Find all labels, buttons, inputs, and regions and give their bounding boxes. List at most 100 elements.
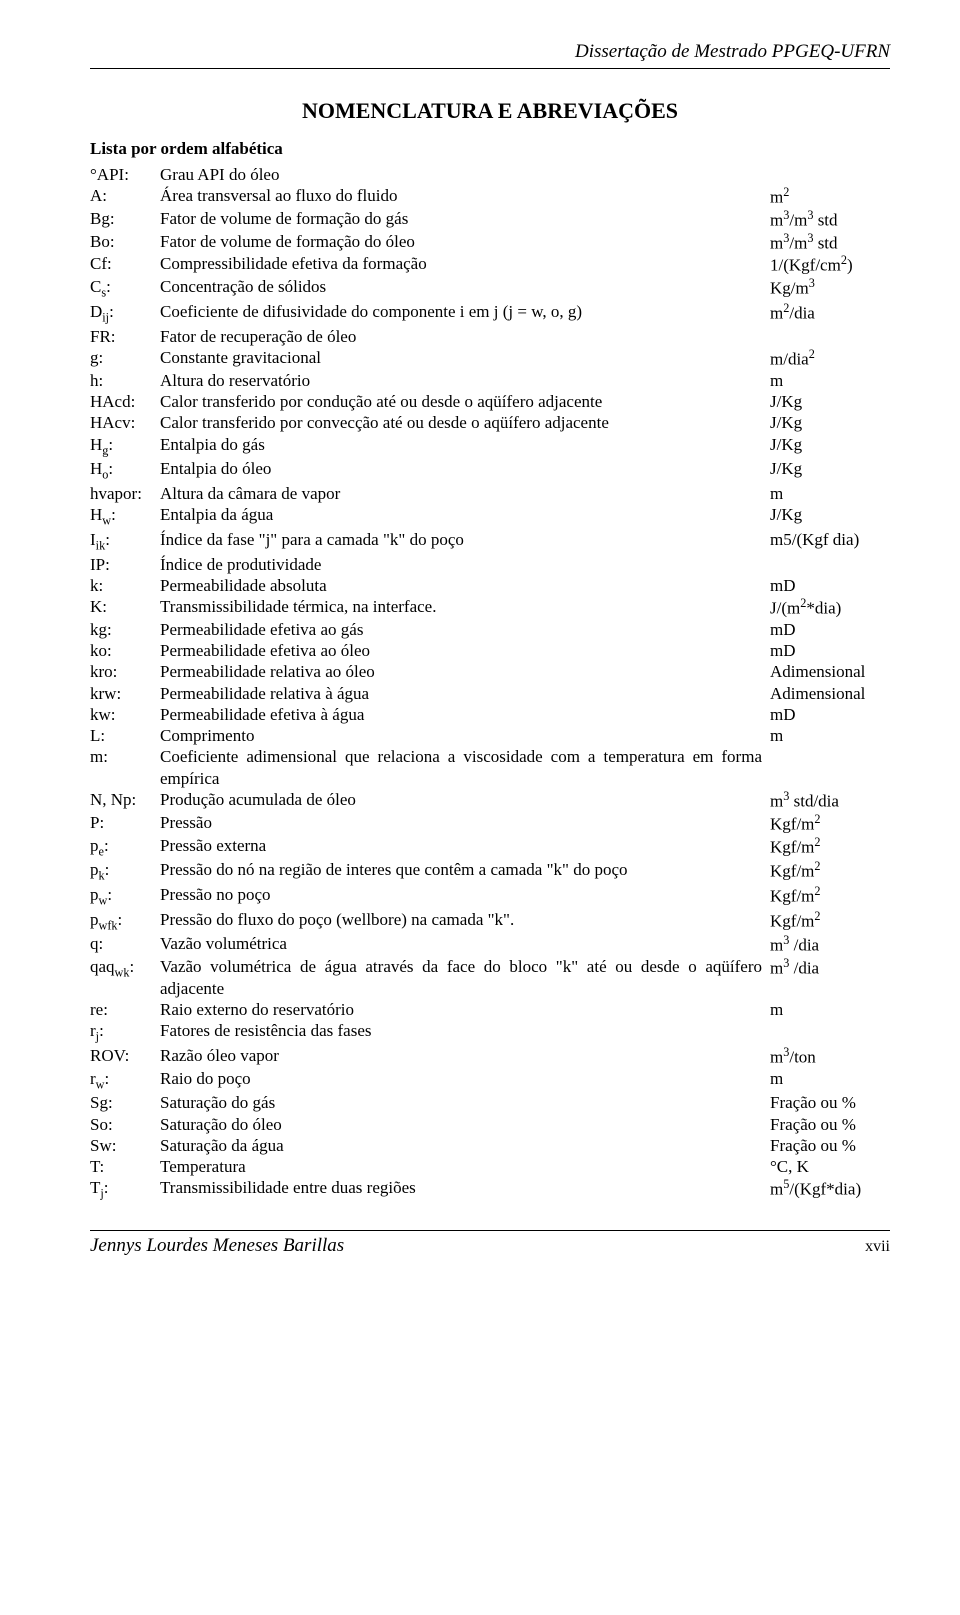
entry-unit: J/(m2*dia) [770,596,890,619]
nomenclature-entry: Bg:Fator de volume de formação do gásm3/… [90,208,890,231]
entry-symbol: FR: [90,326,160,347]
entry-unit: m [770,483,890,504]
nomenclature-entry: Bo:Fator de volume de formação do óleom3… [90,231,890,254]
entry-description: Concentração de sólidos [160,276,770,297]
page-subtitle: Lista por ordem alfabética [90,138,890,159]
entry-symbol: Ho: [90,458,160,483]
entry-symbol: Hw: [90,504,160,529]
entry-description: Permeabilidade efetiva à água [160,704,770,725]
entry-description: Altura da câmara de vapor [160,483,770,504]
entry-symbol: Bg: [90,208,160,229]
nomenclature-entry: T:Temperatura°C, K [90,1156,890,1177]
entry-description: Área transversal ao fluxo do fluido [160,185,770,206]
entry-unit: Adimensional [770,661,890,682]
entry-symbol: g: [90,347,160,368]
entry-description: Raio externo do reservatório [160,999,770,1020]
nomenclature-entry: q:Vazão volumétricam3 /dia [90,933,890,956]
nomenclature-entry: Dij:Coeficiente de difusividade do compo… [90,301,890,326]
entry-unit: Fração ou % [770,1092,890,1113]
entry-symbol: K: [90,596,160,617]
entry-unit: Kgf/m2 [770,835,890,858]
nomenclature-entry: k:Permeabilidade absolutamD [90,575,890,596]
nomenclature-entry: m:Coeficiente adimensional que relaciona… [90,746,890,789]
entry-description: Comprimento [160,725,770,746]
entry-symbol: IP: [90,554,160,575]
nomenclature-entry: Cs:Concentração de sólidosKg/m3 [90,276,890,301]
entry-unit: m3 std/dia [770,789,890,812]
entry-unit: mD [770,619,890,640]
entry-symbol: qaqwk: [90,956,160,981]
entry-symbol: HAcd: [90,391,160,412]
nomenclature-entry: Iik:Índice da fase "j" para a camada "k"… [90,529,890,554]
entry-description: Altura do reservatório [160,370,770,391]
nomenclature-entry: Sg:Saturação do gásFração ou % [90,1092,890,1113]
nomenclature-entry: pe:Pressão externaKgf/m2 [90,835,890,860]
entry-description: Permeabilidade efetiva ao gás [160,619,770,640]
page-title: NOMENCLATURA E ABREVIAÇÕES [90,97,890,125]
entry-unit: Kg/m3 [770,276,890,299]
entry-description: Pressão externa [160,835,770,856]
nomenclature-entry: Hg:Entalpia do gásJ/Kg [90,434,890,459]
entry-description: Coeficiente de difusividade do component… [160,301,770,322]
entry-description: Pressão [160,812,770,833]
entry-unit: m [770,1068,890,1089]
entry-description: Transmissibilidade térmica, na interface… [160,596,770,617]
nomenclature-entry: Cf:Compressibilidade efetiva da formação… [90,253,890,276]
nomenclature-entry: kg:Permeabilidade efetiva ao gásmD [90,619,890,640]
entry-symbol: k: [90,575,160,596]
entry-unit: m3/ton [770,1045,890,1068]
entry-description: Permeabilidade absoluta [160,575,770,596]
entry-symbol: Cf: [90,253,160,274]
entry-unit: J/Kg [770,391,890,412]
entry-symbol: m: [90,746,160,767]
entry-description: Permeabilidade relativa ao óleo [160,661,770,682]
entry-description: Permeabilidade relativa à água [160,683,770,704]
entry-symbol: kro: [90,661,160,682]
entry-symbol: T: [90,1156,160,1177]
entry-symbol: Dij: [90,301,160,326]
nomenclature-list: °API:Grau API do óleoA:Área transversal … [90,164,890,1203]
nomenclature-entry: °API:Grau API do óleo [90,164,890,185]
entry-symbol: Hg: [90,434,160,459]
entry-description: Vazão volumétrica de água através da fac… [160,956,770,999]
nomenclature-entry: Tj:Transmissibilidade entre duas regiões… [90,1177,890,1202]
entry-symbol: Sg: [90,1092,160,1113]
entry-unit: m3/m3 std [770,208,890,231]
entry-symbol: ko: [90,640,160,661]
entry-description: Pressão do fluxo do poço (wellbore) na c… [160,909,770,930]
entry-symbol: pwfk: [90,909,160,934]
entry-unit: mD [770,704,890,725]
nomenclature-entry: L:Comprimentom [90,725,890,746]
entry-description: Fator de recuperação de óleo [160,326,770,347]
nomenclature-entry: pwfk:Pressão do fluxo do poço (wellbore)… [90,909,890,934]
entry-symbol: pw: [90,884,160,909]
nomenclature-entry: A:Área transversal ao fluxo do fluidom2 [90,185,890,208]
entry-symbol: Tj: [90,1177,160,1202]
nomenclature-entry: pk:Pressão do nó na região de interes qu… [90,859,890,884]
entry-description: Índice de produtividade [160,554,770,575]
entry-unit: J/Kg [770,412,890,433]
entry-symbol: ROV: [90,1045,160,1066]
nomenclature-entry: hvapor:Altura da câmara de vaporm [90,483,890,504]
entry-unit: 1/(Kgf/cm2) [770,253,890,276]
nomenclature-entry: g:Constante gravitacionalm/dia2 [90,347,890,370]
entry-symbol: Iik: [90,529,160,554]
entry-description: Calor transferido por convecção até ou d… [160,412,770,433]
nomenclature-entry: P:PressãoKgf/m2 [90,812,890,835]
entry-symbol: HAcv: [90,412,160,433]
entry-unit: m2/dia [770,301,890,324]
entry-symbol: h: [90,370,160,391]
nomenclature-entry: kro:Permeabilidade relativa ao óleoAdime… [90,661,890,682]
entry-symbol: L: [90,725,160,746]
nomenclature-entry: krw:Permeabilidade relativa à águaAdimen… [90,683,890,704]
entry-unit: m3 /dia [770,933,890,956]
entry-description: Raio do poço [160,1068,770,1089]
entry-unit: m5/(Kgf dia) [770,529,890,550]
entry-unit: m3 /dia [770,956,890,979]
entry-symbol: krw: [90,683,160,704]
nomenclature-entry: pw:Pressão no poçoKgf/m2 [90,884,890,909]
entry-unit: Kgf/m2 [770,859,890,882]
entry-unit: Kgf/m2 [770,812,890,835]
nomenclature-entry: So:Saturação do óleoFração ou % [90,1114,890,1135]
entry-description: Saturação do gás [160,1092,770,1113]
